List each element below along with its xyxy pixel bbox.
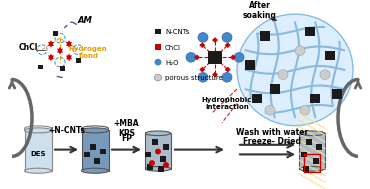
Text: Wash with water: Wash with water — [236, 128, 308, 137]
Bar — [152, 139, 158, 145]
Bar — [305, 27, 315, 36]
Bar — [310, 94, 320, 104]
Text: AM: AM — [78, 16, 92, 25]
Circle shape — [155, 149, 161, 154]
Circle shape — [265, 105, 275, 115]
Bar — [147, 164, 153, 170]
Bar — [145, 152, 151, 157]
Bar — [208, 51, 222, 64]
Ellipse shape — [81, 168, 108, 173]
Bar — [316, 144, 322, 150]
Polygon shape — [81, 130, 108, 171]
Text: +N-CNTs: +N-CNTs — [48, 126, 85, 135]
Bar — [158, 166, 164, 172]
Circle shape — [300, 105, 310, 115]
Bar — [303, 166, 309, 172]
Bar — [252, 94, 262, 104]
Bar — [304, 154, 320, 172]
Polygon shape — [66, 40, 72, 46]
Circle shape — [198, 73, 208, 82]
Polygon shape — [299, 133, 324, 169]
Bar — [160, 156, 166, 162]
Text: Hydrogen
bond: Hydrogen bond — [69, 46, 107, 59]
Bar — [301, 152, 307, 157]
Polygon shape — [225, 67, 231, 72]
Polygon shape — [48, 55, 54, 61]
Text: H₂O: H₂O — [165, 60, 178, 66]
Circle shape — [198, 33, 208, 42]
Polygon shape — [66, 53, 72, 59]
Polygon shape — [199, 67, 205, 72]
Circle shape — [278, 70, 288, 79]
Polygon shape — [66, 42, 72, 48]
Polygon shape — [24, 130, 51, 171]
Bar — [90, 144, 96, 150]
Ellipse shape — [299, 131, 324, 136]
Circle shape — [155, 74, 161, 81]
Bar — [332, 89, 342, 99]
Polygon shape — [199, 42, 205, 48]
Polygon shape — [212, 72, 218, 77]
Ellipse shape — [145, 131, 171, 136]
Circle shape — [149, 160, 155, 166]
Bar — [75, 58, 81, 63]
Bar — [163, 144, 169, 150]
Circle shape — [186, 53, 196, 62]
Circle shape — [222, 33, 232, 42]
Text: porous structure: porous structure — [165, 75, 223, 81]
Text: ChCl: ChCl — [165, 45, 181, 51]
Polygon shape — [48, 42, 54, 48]
Polygon shape — [57, 49, 63, 54]
Bar — [260, 31, 270, 41]
Bar — [245, 60, 255, 70]
Bar — [306, 139, 312, 145]
Bar — [94, 158, 100, 164]
Text: N-CNTs: N-CNTs — [165, 29, 189, 35]
Polygon shape — [48, 53, 54, 59]
Bar — [100, 149, 106, 154]
Polygon shape — [230, 54, 236, 60]
Bar — [37, 65, 43, 69]
Text: FP: FP — [121, 134, 132, 143]
Bar — [313, 158, 319, 164]
Text: +MBA
KPS: +MBA KPS — [114, 119, 139, 138]
Polygon shape — [194, 54, 200, 60]
Text: Freeze- Dried: Freeze- Dried — [243, 137, 301, 146]
Ellipse shape — [24, 128, 51, 133]
Polygon shape — [66, 55, 72, 61]
Ellipse shape — [299, 167, 324, 171]
Polygon shape — [57, 47, 63, 53]
Circle shape — [163, 162, 169, 168]
Bar — [325, 51, 335, 60]
Bar — [155, 29, 161, 34]
Circle shape — [155, 59, 161, 66]
Ellipse shape — [145, 167, 171, 171]
Polygon shape — [48, 40, 54, 46]
Text: After
soaking: After soaking — [243, 1, 277, 20]
Polygon shape — [145, 133, 171, 169]
Ellipse shape — [24, 168, 51, 173]
Bar — [270, 84, 280, 94]
Text: ChCl: ChCl — [18, 43, 38, 52]
Bar — [53, 31, 57, 36]
Polygon shape — [225, 42, 231, 48]
Bar — [155, 44, 161, 50]
Circle shape — [320, 70, 330, 79]
Circle shape — [234, 53, 244, 62]
Circle shape — [222, 73, 232, 82]
Polygon shape — [212, 37, 218, 43]
Circle shape — [295, 46, 305, 55]
Text: Hydrophobic
interaction: Hydrophobic interaction — [202, 97, 252, 110]
Text: DES: DES — [30, 151, 46, 157]
Ellipse shape — [81, 128, 108, 133]
Bar — [60, 67, 64, 71]
Bar — [84, 152, 90, 157]
Circle shape — [237, 14, 353, 125]
